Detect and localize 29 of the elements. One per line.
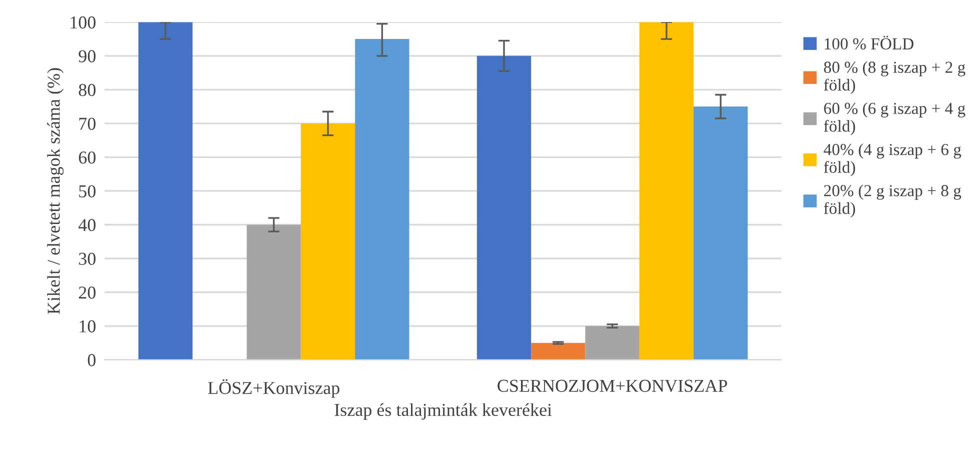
legend-label: 40% (4 g iszap + 6 g föld)	[824, 143, 962, 176]
x-axis-title: Iszap és talajminták keverékei	[334, 403, 552, 420]
y-tick-label: 40	[78, 218, 96, 232]
bar	[694, 106, 748, 360]
bar	[585, 326, 640, 360]
y-tick-label: 20	[78, 286, 96, 299]
y-tick-label: 0	[88, 354, 96, 366]
y-tick-label: 50	[79, 185, 96, 198]
x-tick-label: LÖSZ+Konviszap	[208, 379, 340, 398]
legend-label: 60 % (6 g iszap + 4 g föld)	[824, 102, 966, 136]
bar	[300, 123, 356, 360]
bar	[138, 22, 193, 360]
y-tick-label: 30	[79, 252, 96, 265]
y-tick-label: 60	[78, 151, 96, 164]
y-tick-label: 100	[70, 16, 96, 29]
legend-label: 80 % (8 g iszap + 2 g föld)	[824, 61, 966, 94]
bar	[531, 342, 586, 360]
y-axis-title: Kikelt / elvetett magok száma (%)	[47, 68, 64, 314]
x-tick-label: CSERNOZJOM+KONVISZAP	[498, 380, 728, 392]
y-tick-label: 70	[79, 118, 96, 130]
bar	[639, 22, 694, 360]
bar	[355, 39, 410, 360]
y-tick-label: 90	[78, 50, 96, 62]
y-tick-label: 10	[80, 320, 96, 332]
bar	[246, 224, 301, 360]
legend-label: 20% (2 g iszap + 8 g föld)	[824, 184, 962, 218]
legend-label: 100 % FÖLD	[824, 36, 914, 50]
y-tick-label: 80	[78, 84, 96, 96]
bar	[476, 56, 532, 360]
